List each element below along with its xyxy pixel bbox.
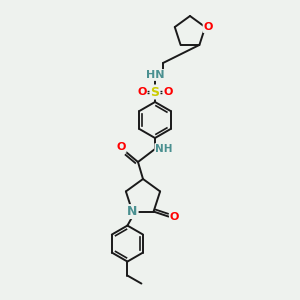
Text: O: O <box>163 87 173 97</box>
Text: S: S <box>151 85 160 98</box>
Text: O: O <box>203 22 213 32</box>
Text: NH: NH <box>155 144 173 154</box>
Text: O: O <box>116 142 126 152</box>
Text: O: O <box>170 212 179 222</box>
Text: O: O <box>137 87 147 97</box>
Text: HN: HN <box>146 70 164 80</box>
Text: N: N <box>127 205 138 218</box>
